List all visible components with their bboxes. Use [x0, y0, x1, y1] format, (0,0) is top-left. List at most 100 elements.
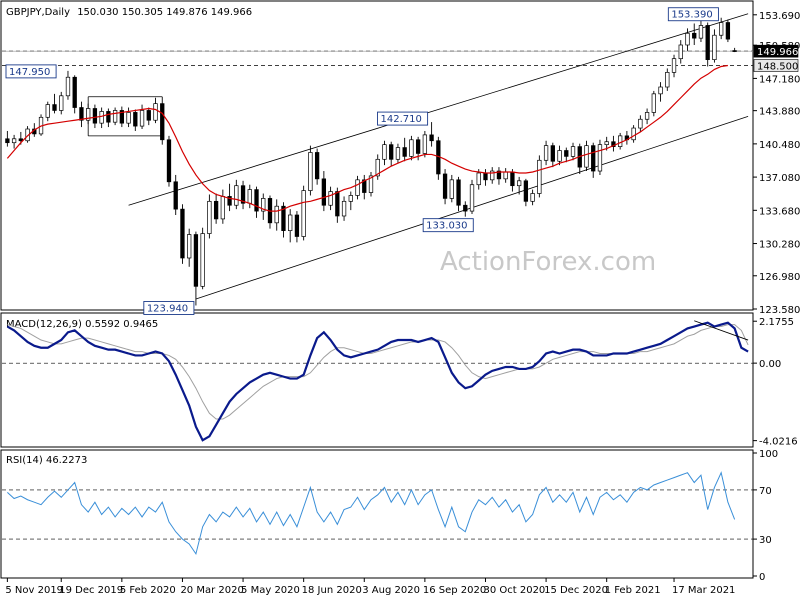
annotation-label: 147.950 — [9, 67, 50, 78]
x-tick-label: 17 Mar 2021 — [672, 585, 735, 596]
candle-body — [550, 145, 555, 162]
candle-body — [308, 152, 313, 191]
price-header: GBPJPY,Daily 150.030 150.305 149.876 149… — [6, 7, 252, 18]
candle — [294, 211, 300, 243]
candle-body — [543, 145, 549, 161]
x-tick-label: 20 Mar 2020 — [180, 585, 243, 596]
candle — [463, 201, 468, 217]
candle-body — [611, 141, 616, 147]
candle-body — [11, 138, 17, 144]
candle — [220, 189, 226, 224]
candle — [267, 195, 273, 229]
candle-body — [415, 139, 421, 154]
candle — [166, 135, 172, 187]
candle-body — [59, 95, 64, 111]
candle-body — [516, 180, 522, 187]
candle — [436, 136, 441, 180]
candle-body — [65, 76, 71, 97]
candle — [442, 169, 448, 205]
candle — [530, 189, 535, 206]
candle — [550, 142, 555, 168]
candle-body — [490, 170, 495, 181]
candle-body — [335, 191, 340, 217]
annotation-label: 142.710 — [381, 114, 422, 125]
candle-body — [685, 32, 690, 46]
candle-body — [139, 110, 145, 127]
candle-body — [496, 170, 502, 180]
candle — [99, 107, 104, 129]
x-tick-label: 15 Dec 2020 — [544, 585, 608, 596]
candle-body — [618, 135, 623, 147]
candle-body — [725, 22, 731, 40]
candle — [537, 155, 542, 198]
candle-body — [503, 171, 508, 180]
candle-body — [570, 146, 576, 157]
candle — [644, 108, 650, 125]
candle — [591, 142, 596, 178]
candle — [79, 101, 84, 128]
macd-header: MACD(12,26,9) 0.5592 0.9465 — [6, 319, 158, 330]
annotation-box — [667, 7, 719, 22]
candle — [112, 107, 118, 126]
price-tick-label: 137.080 — [759, 173, 800, 184]
rsi-tick-label: 30 — [759, 535, 772, 546]
candle-body — [389, 144, 394, 160]
candle-body — [476, 172, 481, 186]
candle-body — [597, 144, 603, 172]
candle-body — [5, 138, 10, 144]
candle-body — [705, 25, 710, 60]
macd-plot: 2.1755 0.00 -4.0216 — [2, 317, 798, 448]
candle-body — [732, 50, 737, 52]
moving-average-line — [6, 64, 728, 212]
candle-body — [112, 110, 118, 123]
candle-body — [200, 233, 205, 287]
candle-body — [530, 193, 535, 202]
x-tick-label: 3 Aug 2020 — [362, 585, 420, 596]
candle-body — [294, 214, 300, 237]
candle-body — [314, 152, 320, 180]
candle — [611, 135, 616, 152]
candle — [308, 145, 313, 196]
candle-body — [665, 72, 670, 88]
candle-body — [52, 104, 57, 111]
candle — [341, 196, 347, 221]
x-tick-label: 1 Feb 2021 — [605, 585, 661, 596]
candle-body — [584, 145, 589, 168]
candle-body — [153, 103, 158, 121]
candle — [321, 171, 327, 212]
price-tick-label: 153.690 — [759, 11, 800, 22]
annotation-box — [143, 301, 195, 315]
candle — [187, 228, 192, 267]
rsi-tick-label: 0 — [759, 572, 765, 583]
candle — [698, 20, 704, 43]
candle-body — [173, 181, 178, 210]
candle-body — [92, 108, 98, 124]
macd-tick-label: 2.1755 — [759, 317, 794, 328]
candle-body — [274, 205, 279, 224]
annotation-box — [5, 64, 57, 79]
candle — [665, 68, 670, 91]
candle-body — [402, 147, 407, 157]
candle-body — [247, 189, 252, 204]
candle — [362, 174, 367, 200]
candle-body — [86, 108, 91, 121]
macd-signal-line — [7, 324, 749, 420]
candle-body — [523, 180, 529, 202]
candle-body — [395, 147, 401, 160]
candle — [335, 187, 340, 223]
candle — [126, 107, 131, 128]
candle — [584, 140, 589, 172]
candle-body — [180, 208, 185, 259]
candle-body — [631, 127, 636, 141]
candle — [483, 169, 488, 186]
candle — [5, 130, 10, 147]
candle-body — [220, 196, 226, 220]
watermark: ActionForex.com — [440, 247, 656, 277]
candle — [180, 204, 185, 264]
candle-body — [207, 200, 212, 234]
candle — [207, 194, 212, 239]
candle — [692, 23, 697, 45]
candle — [557, 145, 562, 166]
candle-body — [638, 118, 643, 129]
x-tick-label: 30 Oct 2020 — [483, 585, 545, 596]
